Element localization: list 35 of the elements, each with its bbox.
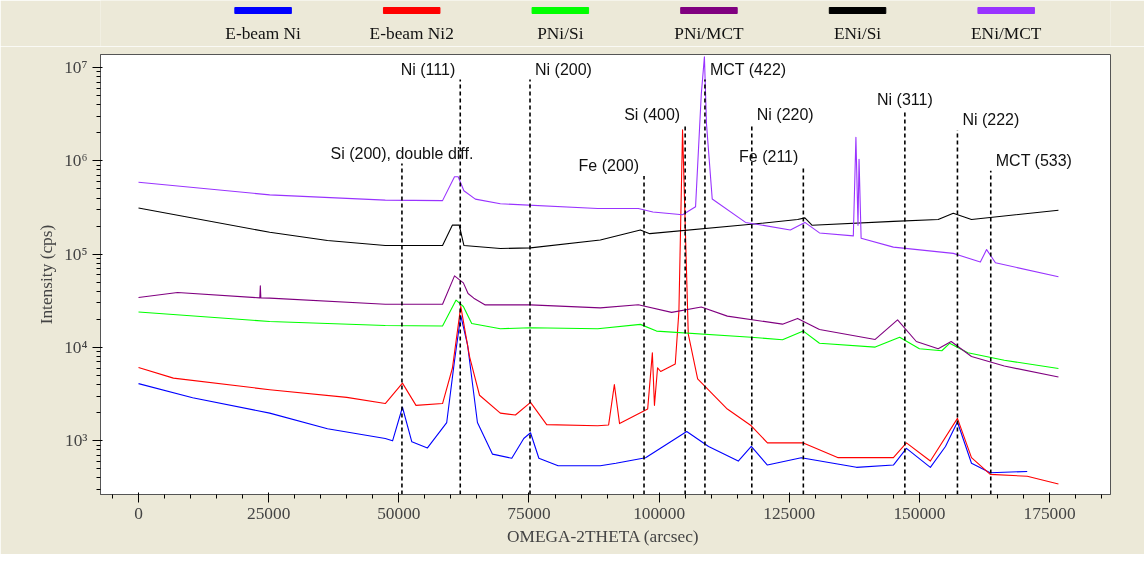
x-tick-label: 0 xyxy=(134,503,143,523)
ref-line-label: Ni (111) xyxy=(400,60,456,78)
ref-line-label: MCT (533) xyxy=(995,151,1072,169)
y-axis-title: Intensity (cps) xyxy=(37,224,57,325)
ref-line-label: Si (200), double diff. xyxy=(330,144,474,162)
x-tick-label: 125000 xyxy=(763,503,816,523)
ref-line-label: MCT (422) xyxy=(709,60,787,78)
x-tick-label: 100000 xyxy=(633,503,686,523)
legend-label: E-beam Ni2 xyxy=(369,23,454,43)
legend-label: E-beam Ni xyxy=(225,23,302,43)
legend-label: ENi/Si xyxy=(833,23,882,43)
ref-line-label: Fe (200) xyxy=(578,156,640,174)
y-tick-label: 10⁷ xyxy=(64,58,88,78)
x-tick-label: 25000 xyxy=(247,503,291,523)
ref-line-label: Fe (211) xyxy=(739,147,799,165)
line-series xyxy=(137,275,1059,378)
ref-line-label: Ni (222) xyxy=(962,111,1020,129)
x-tick-label: 150000 xyxy=(893,503,946,523)
x-axis-title: OMEGA-2THETA (arcsec) xyxy=(507,526,699,546)
x-tick-label: 75000 xyxy=(507,503,551,523)
x-tick-label: 50000 xyxy=(377,503,421,523)
x-tick-label: 175000 xyxy=(1023,503,1076,523)
ref-line-label: Ni (200) xyxy=(535,60,592,78)
ref-line-label: Ni (311) xyxy=(877,90,933,108)
legend-label: PNi/Si xyxy=(537,23,584,43)
y-tick-label: 10⁵ xyxy=(64,244,88,264)
line-series xyxy=(137,315,1028,474)
y-tick-label: 10³ xyxy=(64,431,88,451)
legend-label: ENi/MCT xyxy=(971,23,1042,43)
ref-line-label: Ni (220) xyxy=(756,106,814,124)
ref-line-label: Si (400) xyxy=(624,106,681,124)
legend-label: PNi/MCT xyxy=(674,23,745,43)
line-series xyxy=(137,299,1059,370)
y-tick-label: 10⁶ xyxy=(64,151,88,171)
y-tick-label: 10⁴ xyxy=(64,338,88,358)
